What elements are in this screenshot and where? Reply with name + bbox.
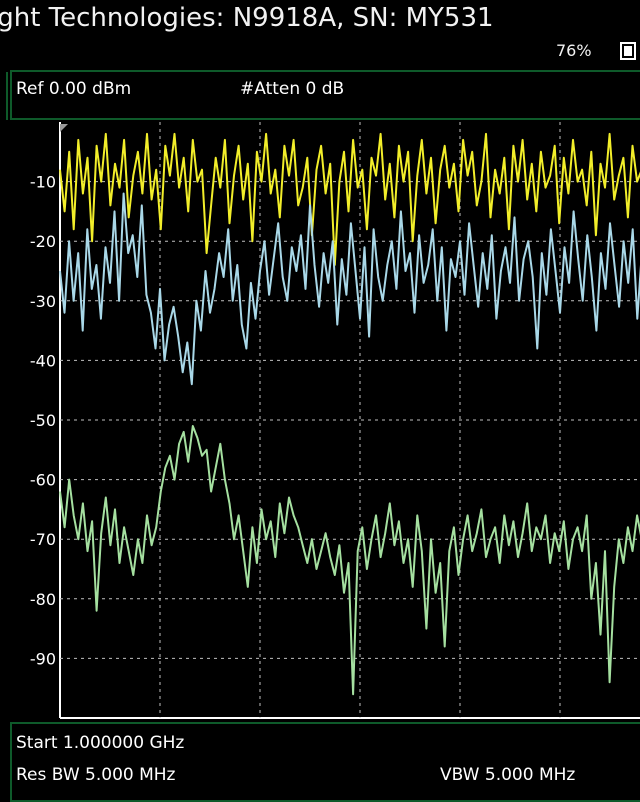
plot-grid: [59, 122, 640, 719]
plot-background: [0, 120, 640, 724]
y-tick-label: -60: [30, 471, 56, 490]
attenuation[interactable]: #Atten 0 dB: [240, 79, 345, 99]
trace-3: [59, 425, 640, 696]
y-tick-label: -20: [30, 232, 56, 251]
trace-group: [59, 132, 640, 696]
video-bandwidth[interactable]: VBW 5.000 MHz: [440, 765, 576, 785]
y-tick-label: -70: [30, 530, 56, 549]
resolution-bandwidth[interactable]: Res BW 5.000 MHz: [16, 765, 176, 785]
y-tick-label: -90: [30, 649, 56, 668]
reference-marker-icon: [60, 124, 68, 132]
spectrum-plot[interactable]: -10 -20 -30 -40 -50 -60 -70 -80 -90: [0, 120, 640, 724]
y-tick-label: -30: [30, 292, 56, 311]
battery-percent: 76%: [556, 41, 592, 60]
y-tick-label: -50: [30, 411, 56, 430]
reference-level[interactable]: Ref 0.00 dBm: [16, 79, 132, 99]
trace-2: [59, 192, 640, 386]
y-tick-labels: -10 -20 -30 -40 -50 -60 -70 -80 -90: [30, 173, 56, 669]
y-tick-label: -40: [30, 351, 56, 370]
y-tick-label: -10: [30, 173, 56, 192]
trace-1: [59, 132, 640, 266]
start-frequency[interactable]: Start 1.000000 GHz: [16, 733, 185, 753]
header-panel: [10, 70, 640, 120]
y-tick-label: -80: [30, 590, 56, 609]
battery-icon: [620, 42, 636, 60]
window-title: ight Technologies: N9918A, SN: MY531: [0, 3, 494, 33]
